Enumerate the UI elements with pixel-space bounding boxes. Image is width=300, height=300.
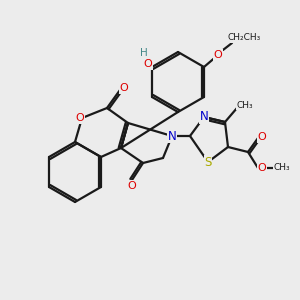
Text: N: N <box>200 110 208 124</box>
Text: O: O <box>144 59 152 69</box>
Text: O: O <box>120 83 128 93</box>
Text: O: O <box>258 163 266 173</box>
Text: O: O <box>76 113 84 123</box>
Text: S: S <box>204 155 212 169</box>
Text: O: O <box>214 50 222 60</box>
Text: CH₃: CH₃ <box>274 163 290 172</box>
Text: N: N <box>168 130 176 142</box>
Text: H: H <box>140 48 148 58</box>
Text: CH₂CH₃: CH₂CH₃ <box>227 34 261 43</box>
Text: O: O <box>128 181 136 191</box>
Text: O: O <box>258 132 266 142</box>
Text: CH₃: CH₃ <box>237 100 253 109</box>
